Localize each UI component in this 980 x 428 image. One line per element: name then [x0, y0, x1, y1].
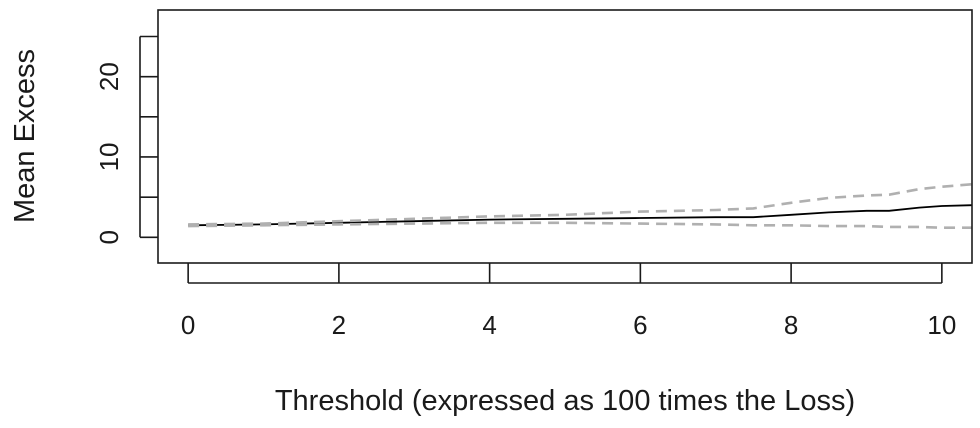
x-tick-label: 8 [784, 310, 798, 340]
y-tick-label: 0 [94, 230, 124, 244]
y-axis: 0 10 20 [94, 35, 158, 245]
x-tick-label: 6 [633, 310, 647, 340]
plot-frame [157, 9, 973, 264]
x-tick-label: 4 [482, 310, 496, 340]
x-tick-label: 2 [332, 310, 346, 340]
y-tick-label: 10 [94, 143, 124, 172]
y-axis-title: Mean Excess [9, 49, 41, 223]
x-tick-label: 10 [927, 310, 956, 340]
mean-excess-line [188, 204, 972, 227]
y-tick-label: 20 [94, 62, 124, 91]
x-tick-label: 0 [181, 310, 195, 340]
series-layer [188, 183, 972, 229]
confidence-band-line-2 [188, 221, 972, 229]
x-axis-title: Threshold (expressed as 100 times the Lo… [275, 385, 855, 417]
x-axis: 0 2 4 6 8 10 [181, 263, 956, 340]
confidence-band-line-1 [188, 183, 972, 226]
